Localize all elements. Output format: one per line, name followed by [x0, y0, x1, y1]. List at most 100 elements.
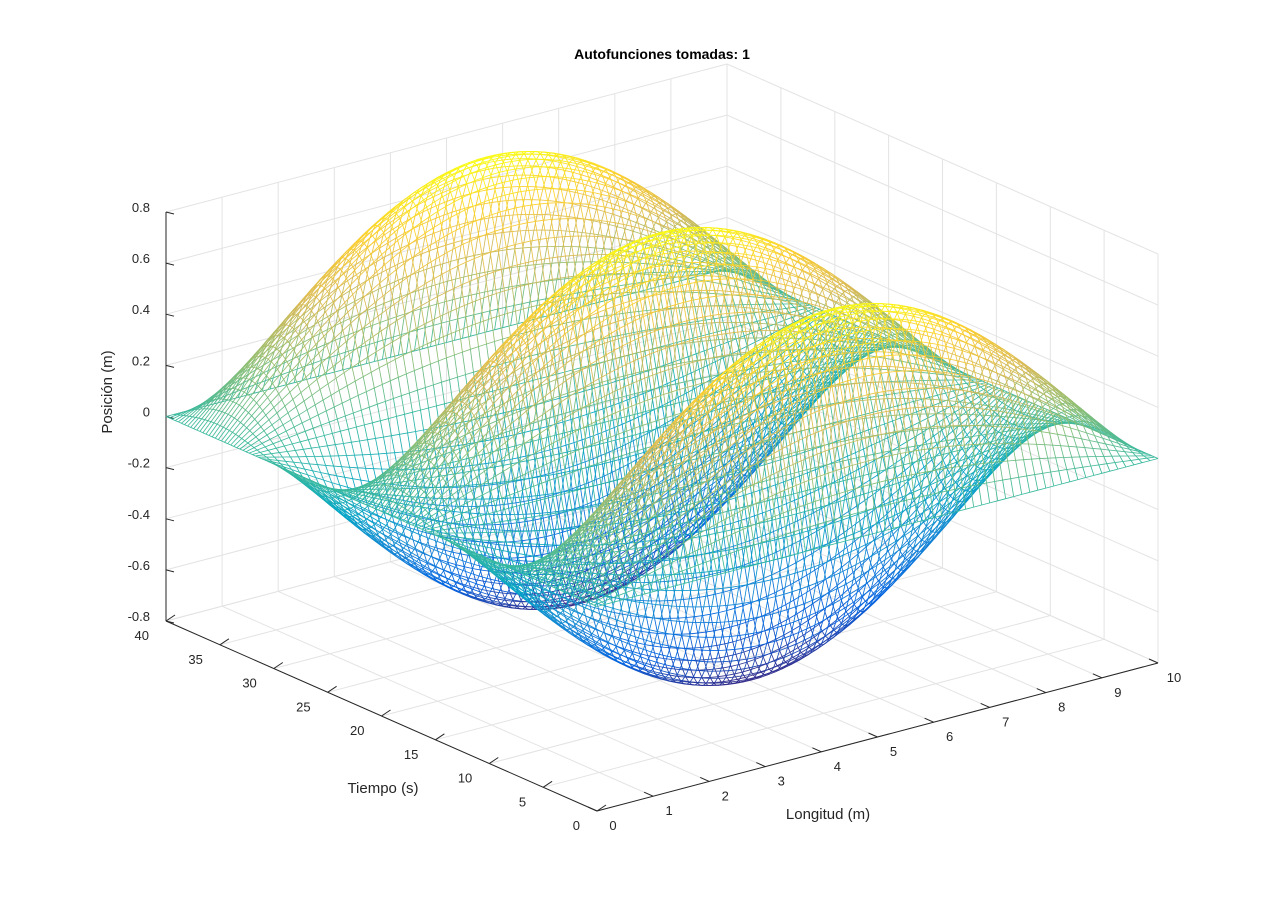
- mesh-segment: [585, 190, 594, 193]
- mesh-segment: [273, 407, 278, 414]
- mesh-segment: [252, 374, 261, 379]
- mesh-segment: [549, 447, 559, 451]
- mesh-segment: [417, 387, 426, 391]
- mesh-segment: [306, 409, 311, 420]
- mesh-segment: [434, 247, 439, 267]
- mesh-segment: [239, 367, 249, 379]
- mesh-segment: [404, 294, 409, 315]
- mesh-segment: [503, 186, 512, 189]
- mesh-segment: [261, 345, 271, 357]
- mesh-segment: [420, 407, 429, 411]
- mesh-segment: [457, 374, 466, 378]
- mesh-segment: [556, 371, 565, 375]
- mesh-segment: [281, 371, 290, 376]
- mesh-segment: [386, 281, 395, 286]
- mesh-segment: [384, 242, 389, 257]
- mesh-segment: [266, 350, 275, 357]
- mesh-segment: [598, 315, 607, 318]
- mesh-segment: [381, 256, 386, 273]
- mesh-segment: [629, 255, 638, 258]
- mesh-segment: [583, 193, 592, 198]
- mesh-segment: [503, 523, 512, 525]
- mesh-segment: [401, 313, 406, 335]
- mesh-segment: [282, 339, 291, 346]
- mesh-segment: [331, 276, 341, 284]
- mesh-segment: [313, 295, 317, 298]
- mesh-segment: [419, 221, 429, 226]
- mesh-segment: [299, 441, 304, 450]
- mesh-segment: [412, 308, 421, 312]
- z-tick-mark: [165, 364, 175, 368]
- mesh-segment: [201, 418, 205, 421]
- mesh-segment: [531, 186, 536, 200]
- mesh-segment: [252, 426, 262, 435]
- mesh-segment: [508, 267, 513, 289]
- mesh-segment: [469, 277, 478, 282]
- mesh-segment: [424, 387, 429, 409]
- mesh-segment: [396, 297, 401, 317]
- mesh-segment: [335, 321, 344, 326]
- mesh-segment: [448, 308, 457, 313]
- mesh-segment: [223, 388, 233, 400]
- mesh-segment: [492, 200, 501, 203]
- mesh-segment: [304, 295, 314, 306]
- mesh-segment: [231, 415, 235, 419]
- mesh-segment: [293, 319, 298, 330]
- x-tick-mark: [1036, 688, 1047, 694]
- mesh-segment: [298, 456, 302, 464]
- mesh-segment: [465, 371, 474, 376]
- mesh-segment: [380, 330, 385, 347]
- mesh-segment: [250, 396, 254, 400]
- mesh-segment: [430, 344, 439, 348]
- mesh-segment: [320, 344, 325, 361]
- mesh-segment: [397, 377, 402, 396]
- mesh-segment: [326, 345, 331, 356]
- mesh-segment: [487, 188, 496, 191]
- mesh-segment: [343, 372, 348, 386]
- mesh-segment: [508, 267, 513, 288]
- mesh-segment: [409, 311, 414, 333]
- mesh-segment: [494, 176, 499, 189]
- mesh-segment: [527, 264, 536, 266]
- mesh-segment: [450, 242, 455, 262]
- mesh-segment: [448, 212, 453, 228]
- mesh-segment: [552, 188, 557, 203]
- mesh-segment: [315, 336, 325, 345]
- mesh-segment: [286, 324, 290, 327]
- side-wall-gridline: [726, 114, 1159, 306]
- mesh-segment: [481, 310, 490, 314]
- mesh-segment: [536, 154, 540, 160]
- mesh-segment: [343, 317, 352, 322]
- mesh-segment: [406, 370, 415, 375]
- mesh-segment: [455, 421, 464, 425]
- mesh-segment: [434, 263, 443, 267]
- mesh-segment: [625, 332, 634, 335]
- mesh-segment: [325, 266, 335, 276]
- mesh-segment: [562, 235, 571, 238]
- mesh-segment: [240, 379, 250, 391]
- mesh-segment: [288, 315, 298, 326]
- mesh-segment: [423, 285, 432, 290]
- mesh-segment: [251, 369, 261, 382]
- mesh-segment: [235, 402, 240, 406]
- mesh-segment: [232, 401, 237, 404]
- mesh-segment: [415, 429, 424, 432]
- mesh-segment: [476, 291, 485, 295]
- mesh-segment: [334, 369, 343, 373]
- mesh-segment: [369, 229, 374, 238]
- mesh-segment: [580, 204, 589, 208]
- mesh-segment: [374, 384, 383, 389]
- mesh-segment: [632, 203, 637, 216]
- mesh-segment: [426, 201, 435, 208]
- mesh-segment: [268, 328, 278, 339]
- mesh-segment: [487, 167, 492, 176]
- mesh-segment: [291, 317, 301, 328]
- mesh-segment: [390, 219, 395, 231]
- mesh-segment: [260, 369, 264, 373]
- mesh-segment: [304, 303, 309, 314]
- mesh-segment: [165, 416, 170, 419]
- mesh-segment: [559, 246, 564, 263]
- mesh-segment: [435, 214, 445, 219]
- x-tick-mark: [812, 747, 822, 753]
- mesh-segment: [352, 412, 357, 428]
